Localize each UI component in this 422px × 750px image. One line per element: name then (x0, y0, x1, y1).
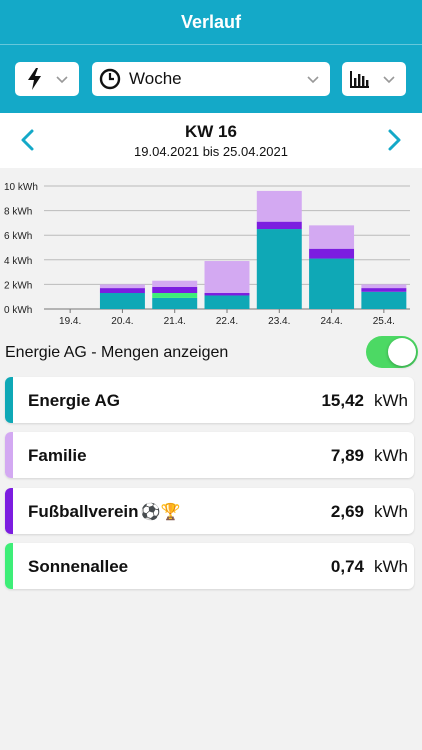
bar-segment (99, 293, 145, 309)
chevron-right-icon[interactable] (382, 128, 406, 152)
chevron-down-icon (56, 76, 68, 84)
week-title: KW 16 (185, 122, 237, 141)
chevron-left-icon[interactable] (16, 128, 40, 152)
color-stripe (5, 488, 13, 534)
bar-segment (152, 293, 198, 298)
clock-icon (99, 68, 121, 90)
period-label: Woche (129, 69, 182, 88)
consumer-card-energie-ag[interactable]: Energie AG 15,42 kWh (5, 377, 414, 423)
x-tick-label: 19.4. (59, 316, 81, 327)
x-tick-label: 25.4. (373, 316, 395, 327)
energy-type-dropdown[interactable] (15, 62, 79, 96)
bar-segment (361, 291, 407, 309)
x-tick-label: 22.4. (216, 316, 238, 327)
consumer-unit: kWh (374, 446, 408, 465)
bar-chart-icon (350, 71, 369, 88)
consumer-unit: kWh (374, 557, 408, 576)
y-tick-label: 8 kWh (4, 207, 32, 218)
bar-segment (99, 288, 145, 294)
x-tick-label: 21.4. (164, 316, 186, 327)
bar-segment (309, 258, 355, 309)
toggle-row: Energie AG - Mengen anzeigen (0, 336, 422, 370)
bar-segment (204, 295, 250, 309)
divider (0, 44, 422, 45)
consumer-card-familie[interactable]: Familie 7,89 kWh (5, 432, 414, 478)
consumer-name: Energie AG (28, 391, 120, 410)
page-title: Verlauf (180, 12, 242, 32)
bar-segment (256, 221, 302, 230)
chevron-down-icon (383, 76, 395, 84)
top-bar: Verlauf Woche (0, 0, 422, 113)
chevron-down-icon (307, 76, 319, 84)
consumer-value: 2,69 (330, 502, 364, 521)
bar-segment (309, 248, 355, 259)
bar-segment (256, 190, 302, 222)
x-tick-label: 20.4. (111, 316, 133, 327)
bar-segment (152, 286, 198, 294)
bar-segment (256, 229, 302, 309)
show-amounts-toggle[interactable] (366, 336, 418, 368)
y-tick-label: 2 kWh (4, 280, 32, 291)
y-tick-label: 6 kWh (4, 231, 32, 242)
consumer-name: Fußballverein (28, 502, 139, 521)
soccer-trophy-emoji: ⚽🏆 (140, 504, 181, 521)
y-tick-label: 4 kWh (4, 256, 32, 267)
consumer-unit: kWh (374, 502, 408, 521)
consumer-name: Familie (28, 446, 87, 465)
y-tick-label: 10 kWh (4, 182, 38, 193)
chart-type-dropdown[interactable] (342, 62, 406, 96)
bar-segment (152, 280, 198, 287)
week-range: 19.04.2021 bis 25.04.2021 (134, 144, 288, 159)
consumer-card-fussballverein[interactable]: Fußballverein ⚽🏆 2,69 kWh (5, 488, 414, 534)
toggle-knob (388, 338, 416, 366)
color-stripe (5, 377, 13, 423)
bar-segment (309, 225, 355, 249)
period-dropdown[interactable]: Woche (92, 62, 330, 96)
consumer-name: Sonnenallee (28, 557, 129, 576)
bar-segment (99, 284, 145, 289)
consumer-value: 0,74 (330, 557, 364, 576)
consumer-name-row: Fußballverein ⚽🏆 (28, 502, 180, 522)
x-tick-label: 23.4. (268, 316, 290, 327)
x-tick-label: 24.4. (320, 316, 342, 327)
consumer-unit: kWh (374, 391, 408, 410)
consumer-card-sonnenallee[interactable]: Sonnenallee 0,74 kWh (5, 543, 414, 589)
bar-segment (204, 261, 250, 294)
bar-segment (152, 297, 198, 309)
color-stripe (5, 543, 13, 589)
bar-segment (361, 284, 407, 289)
bar-segment (361, 288, 407, 292)
toggle-label: Energie AG - Mengen anzeigen (5, 344, 229, 361)
week-navigator: KW 16 19.04.2021 bis 25.04.2021 (0, 113, 422, 168)
consumption-chart: 0 kWh 2 kWh 4 kWh 6 kWh 8 kWh 10 kWh 19.4. 20.4… (4, 182, 410, 327)
consumer-value: 15,42 (321, 391, 364, 410)
y-tick-label: 0 kWh (4, 305, 32, 316)
bar-segment (204, 293, 250, 296)
consumer-value: 7,89 (330, 446, 364, 465)
color-stripe (5, 432, 13, 478)
lightning-icon (28, 68, 41, 90)
